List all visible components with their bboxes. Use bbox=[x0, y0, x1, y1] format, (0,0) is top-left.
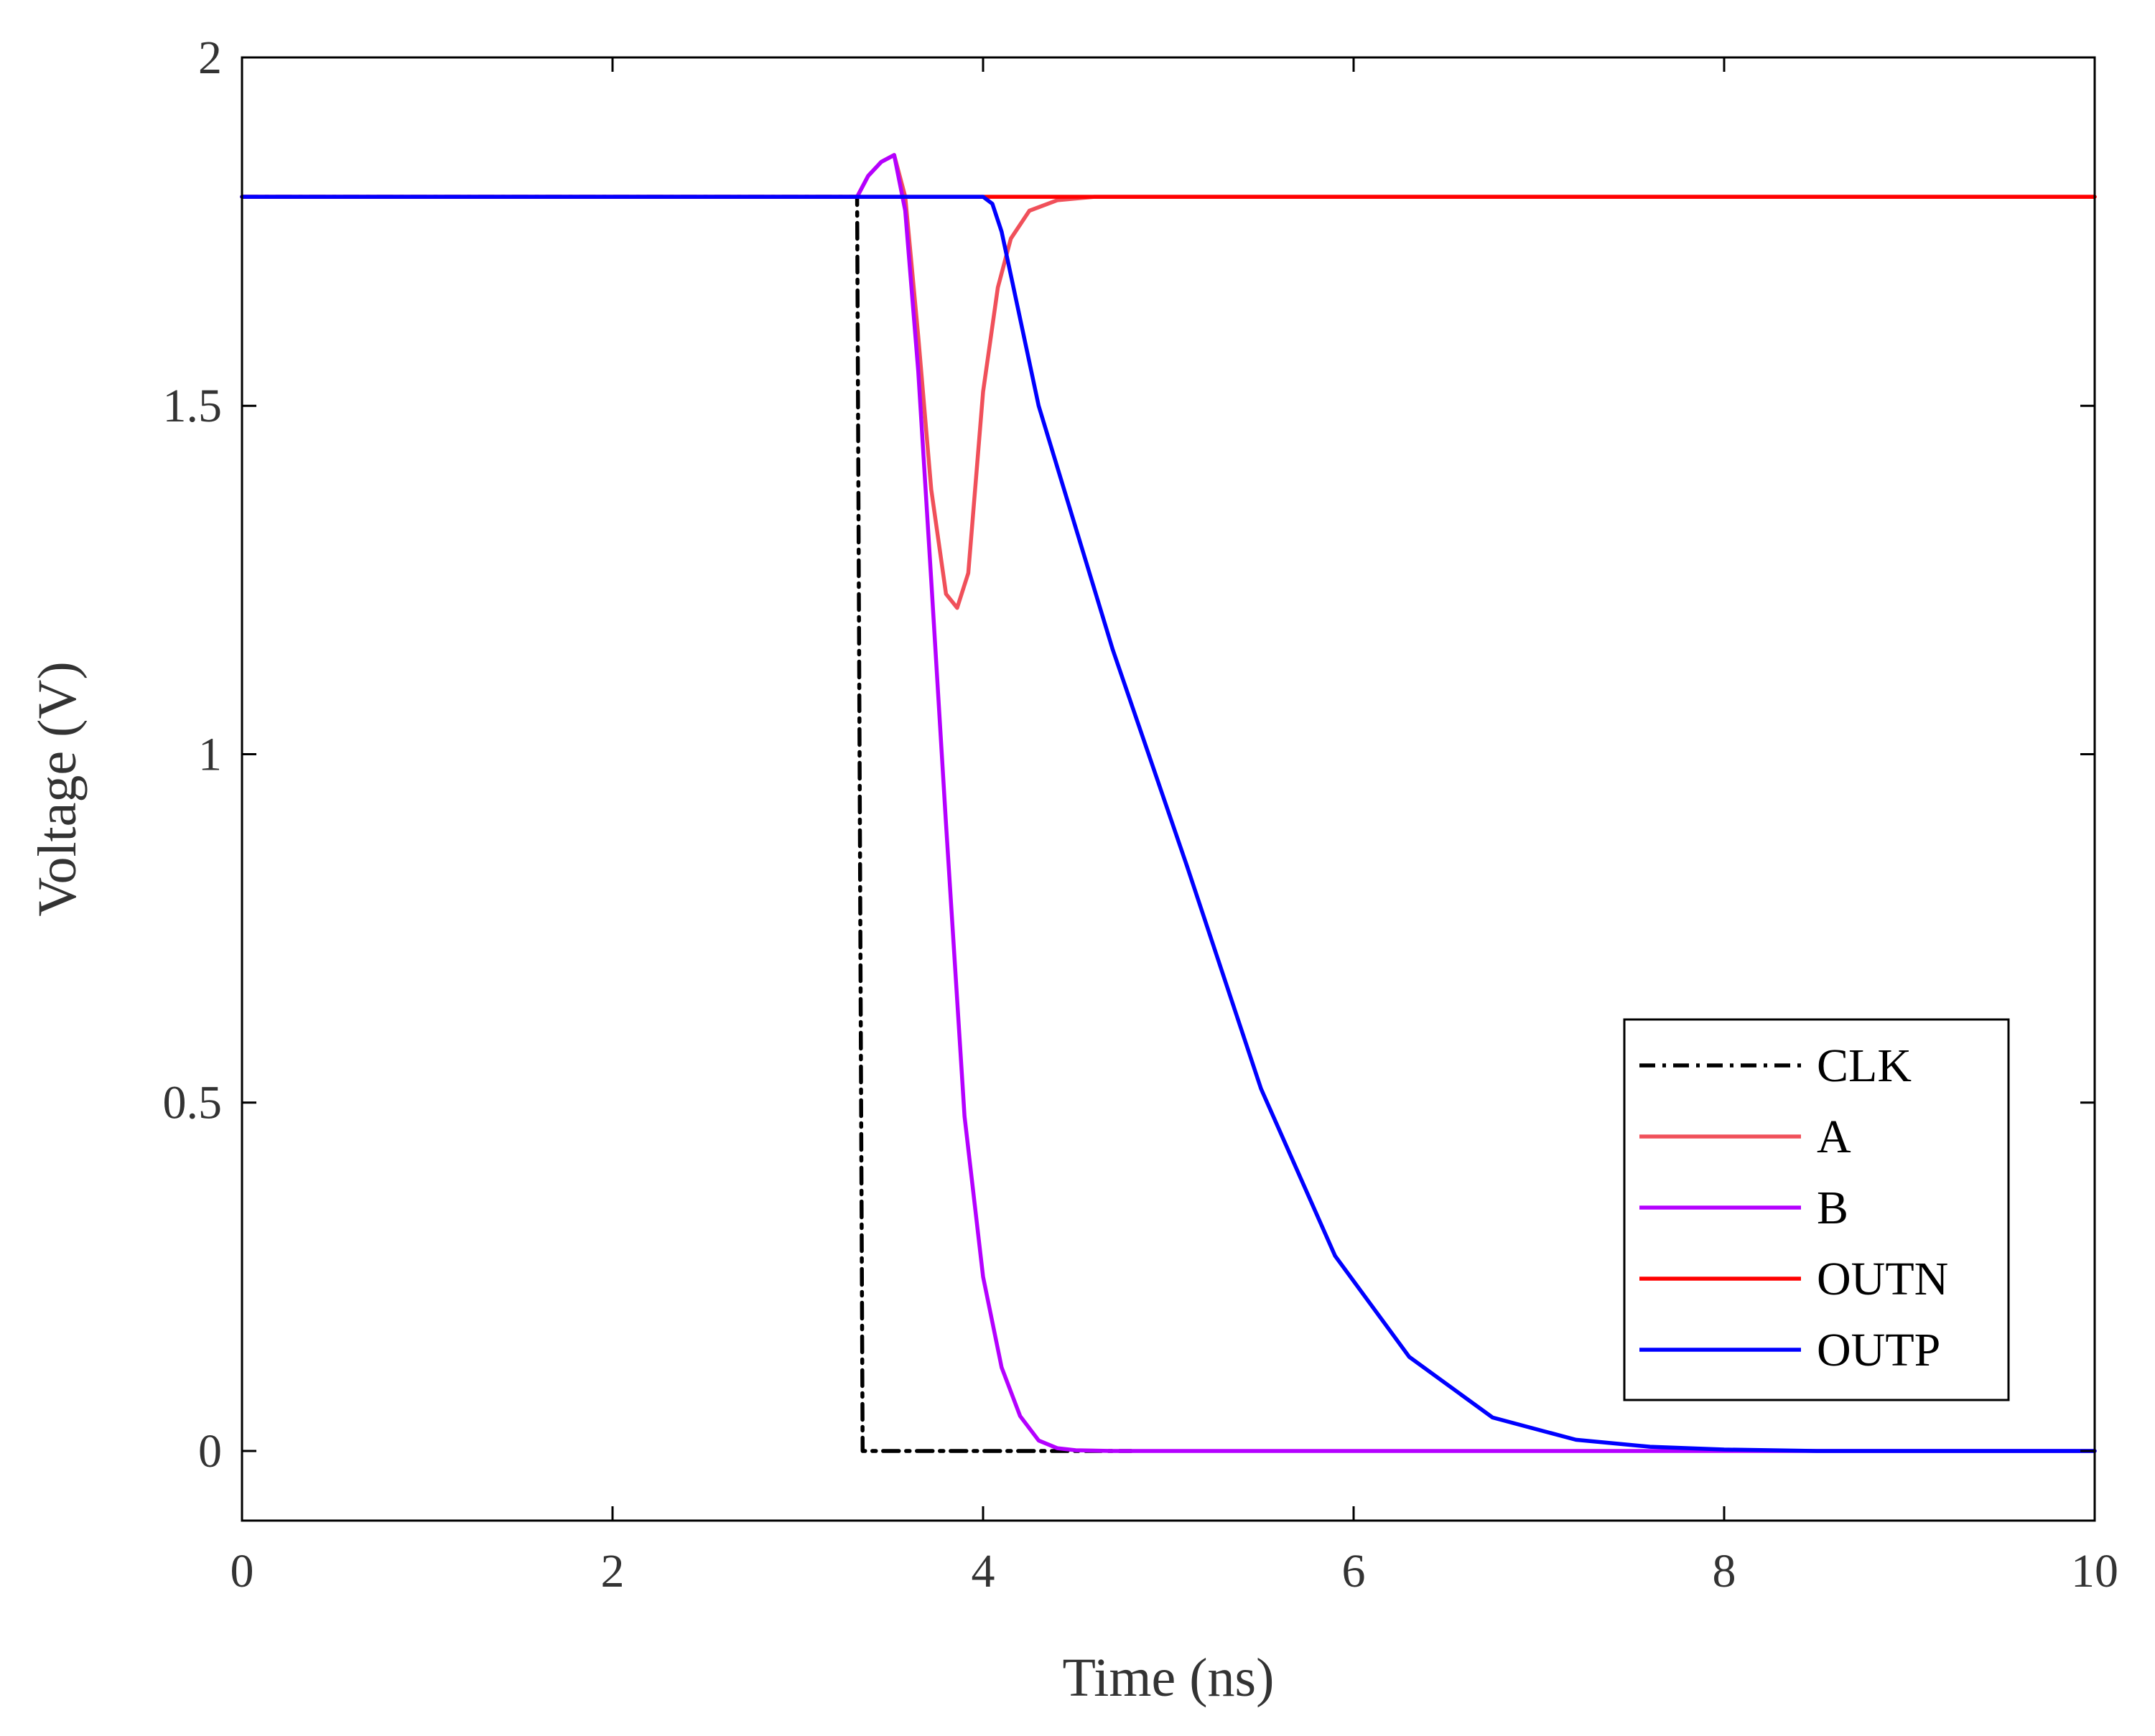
axes-frame bbox=[241, 56, 2096, 1522]
y-axis-label: Voltage (V) bbox=[27, 661, 88, 916]
y-tick-label: 1 bbox=[198, 728, 222, 780]
x-tick-label: 2 bbox=[601, 1545, 625, 1597]
legend-label-clk: CLK bbox=[1817, 1040, 1912, 1092]
tick-labels: 0 2 4 6 8 10 0 0.5 1 1.5 2 bbox=[163, 32, 2119, 1597]
x-axis-label: Time (ns) bbox=[1063, 1648, 1275, 1708]
y-tick-label: 0.5 bbox=[163, 1077, 223, 1129]
legend-label-a: A bbox=[1817, 1111, 1851, 1163]
series-line-outp bbox=[240, 195, 2097, 1453]
y-tick-label: 2 bbox=[198, 32, 222, 84]
series-line-b bbox=[240, 153, 2097, 1453]
legend: CLK AB OUTN OUTP bbox=[1623, 1018, 2010, 1401]
legend-label-outn: OUTN bbox=[1817, 1253, 1948, 1305]
x-tick-label: 8 bbox=[1713, 1545, 1736, 1597]
plot-area bbox=[240, 153, 2097, 1453]
y-tick-label: 1.5 bbox=[163, 380, 223, 432]
legend-label-outp: OUTP bbox=[1817, 1324, 1940, 1376]
x-tick-label: 0 bbox=[231, 1545, 254, 1597]
y-tick-label: 0 bbox=[198, 1425, 222, 1478]
x-tick-label: 6 bbox=[1342, 1545, 1366, 1597]
legend-label-b: B bbox=[1817, 1182, 1848, 1234]
axis-ticks bbox=[241, 56, 2096, 1521]
x-tick-label: 4 bbox=[972, 1545, 995, 1597]
x-tick-label: 10 bbox=[2071, 1545, 2118, 1597]
legend-box bbox=[1623, 1018, 2010, 1401]
